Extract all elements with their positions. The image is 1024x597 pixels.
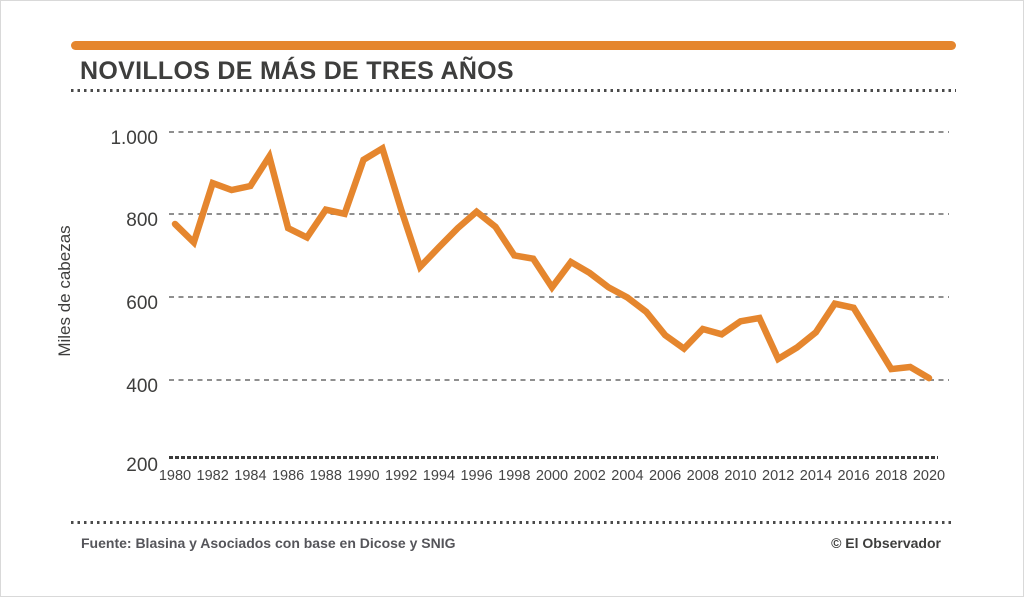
x-tick-label: 1990 — [347, 468, 380, 484]
x-tick-label: 2014 — [799, 468, 833, 484]
x-tick-label: 2002 — [573, 468, 606, 484]
x-tick-label: 2008 — [686, 468, 719, 484]
x-tick-label: 2016 — [837, 468, 870, 484]
x-tick-label: 1988 — [309, 468, 342, 484]
x-tick-label: 1984 — [234, 468, 267, 484]
x-tick-label: 2020 — [912, 468, 946, 484]
x-tick-label: 1996 — [460, 468, 493, 484]
accent-bar — [71, 41, 956, 50]
x-tick-label: 2010 — [724, 468, 757, 484]
x-tick-label: 1998 — [498, 468, 531, 484]
copyright-text: © El Observador — [831, 535, 941, 551]
y-tick-label: 400 — [126, 376, 158, 397]
gridline-400 — [169, 379, 949, 381]
x-tick-label: 2018 — [875, 468, 908, 484]
x-tick-label: 1992 — [385, 468, 418, 484]
source-text: Fuente: Blasina y Asociados con base en … — [81, 535, 456, 551]
x-tick-label: 1986 — [271, 468, 305, 484]
x-tick-label: 1982 — [196, 468, 229, 484]
gridline-600 — [169, 296, 949, 298]
y-tick-label: 600 — [126, 293, 158, 314]
data-line — [171, 143, 933, 382]
x-tick-label: 1980 — [158, 468, 192, 484]
title-divider — [71, 89, 956, 92]
gridline-1000 — [169, 131, 949, 133]
y-tick-label: 200 — [126, 455, 158, 476]
gridline-800 — [169, 213, 949, 215]
y-tick-label: 800 — [126, 210, 158, 231]
footer-divider — [71, 521, 954, 524]
x-tick-label: 2006 — [648, 468, 682, 484]
x-axis-line — [169, 456, 938, 459]
y-tick-label: 1.000 — [110, 128, 158, 149]
x-tick-label: 2012 — [762, 468, 795, 484]
chart-title: NOVILLOS DE MÁS DE TRES AÑOS — [80, 57, 514, 85]
x-tick-label: 2004 — [611, 468, 644, 484]
x-tick-label: 2000 — [535, 468, 569, 484]
x-tick-label: 1994 — [422, 468, 456, 484]
